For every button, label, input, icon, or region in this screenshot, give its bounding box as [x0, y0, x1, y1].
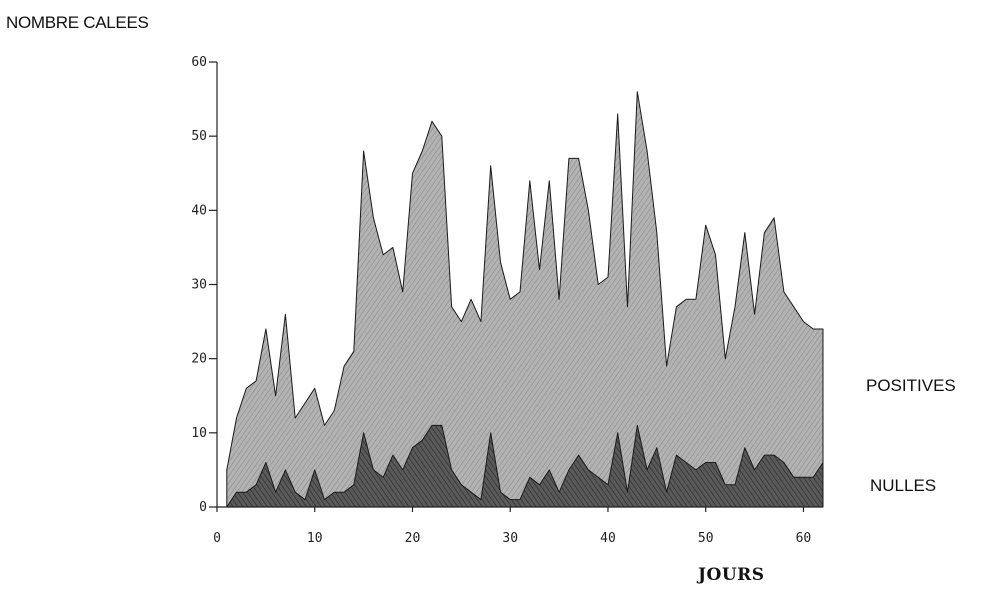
x-tick-label: 50: [698, 531, 714, 546]
x-tick-label: 60: [796, 531, 812, 546]
y-tick-label: 50: [191, 129, 207, 144]
y-tick-label: 30: [191, 278, 207, 293]
series-label-nulles: NULLES: [870, 476, 937, 495]
area-nulles: [226, 424, 824, 508]
x-axis-title: JOURS: [698, 565, 765, 585]
area-positives: [226, 91, 824, 508]
x-tick-label: 10: [307, 531, 323, 546]
x-tick-label: 0: [213, 531, 221, 546]
y-axis-title: NOMBRE CALEES: [6, 13, 149, 32]
y-tick-label: 10: [191, 426, 207, 441]
series-label-positives: POSITIVES: [866, 376, 956, 395]
x-tick-label: 40: [600, 531, 616, 546]
axes: 0 10 20 30 40 50 60 0 10 20 30 40 50 60: [191, 55, 823, 546]
y-tick-label: 20: [191, 352, 207, 367]
y-tick-label: 0: [199, 500, 207, 515]
x-tick-label: 20: [405, 531, 421, 546]
x-tick-label: 30: [502, 531, 518, 546]
plot-area: [226, 91, 824, 508]
y-tick-label: 60: [191, 55, 207, 70]
y-tick-label: 40: [191, 203, 207, 218]
